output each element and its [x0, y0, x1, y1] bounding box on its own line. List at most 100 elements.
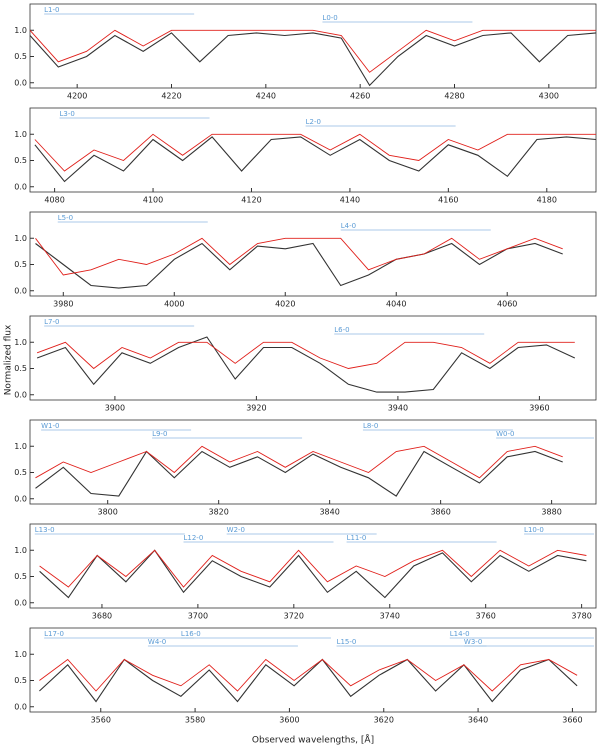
x-tick-label: 3560	[91, 716, 111, 725]
spectrum-line	[34, 133, 596, 172]
spectrum-line	[35, 237, 563, 276]
x-tick-label: 3860	[430, 508, 450, 517]
x-tick-label: 3900	[105, 404, 125, 413]
spectrum-line	[35, 450, 563, 497]
x-tick-label: 3660	[562, 716, 582, 725]
band-label: L5-0	[58, 214, 73, 222]
x-tick-label: 3780	[571, 612, 591, 621]
y-tick-label: 0.5	[14, 468, 27, 477]
band-label: L3-0	[60, 110, 75, 118]
x-tick-label: 3960	[529, 404, 549, 413]
plot-frame	[29, 419, 597, 505]
x-tick-label: 4180	[537, 196, 557, 205]
band-label: L14-0	[450, 630, 470, 638]
plot-frame	[29, 211, 597, 297]
spectrum-line	[35, 445, 563, 479]
spectrum-line	[35, 242, 563, 289]
x-tick-label: 4120	[241, 196, 261, 205]
band-label: W0-0	[496, 430, 514, 438]
y-tick-label: 1.0	[14, 26, 27, 35]
band-label: L10-0	[524, 526, 544, 534]
band-label: L7-0	[44, 318, 59, 326]
x-tick-label: 3720	[284, 612, 304, 621]
x-tick-label: 3820	[208, 508, 228, 517]
spectrum-line	[29, 29, 596, 73]
y-tick-label: 0.0	[14, 286, 27, 295]
spectrum-line	[34, 136, 597, 183]
y-tick-label: 1.0	[14, 442, 27, 451]
spectrum-line	[39, 549, 587, 588]
band-label: L8-0	[363, 422, 378, 430]
y-tick-label: 0.5	[14, 572, 27, 581]
y-tick-label: 0.0	[14, 702, 27, 711]
spectrum-line	[36, 341, 575, 370]
plot-frame	[29, 523, 597, 609]
x-tick-label: 3840	[319, 508, 339, 517]
x-tick-label: 3640	[468, 716, 488, 725]
band-label: L9-0	[152, 430, 167, 438]
plot-frame	[29, 3, 597, 89]
x-tick-label: 3940	[388, 404, 408, 413]
x-tick-label: 4280	[444, 92, 464, 101]
x-tick-label: 3580	[185, 716, 205, 725]
y-tick-label: 1.0	[14, 130, 27, 139]
band-label: W1-0	[41, 422, 59, 430]
x-tick-label: 4000	[164, 300, 184, 309]
y-tick-label: 0.0	[14, 598, 27, 607]
y-tick-label: 0.0	[14, 494, 27, 503]
x-tick-label: 3740	[380, 612, 400, 621]
plot-frame	[29, 315, 597, 401]
x-tick-label: 4060	[497, 300, 517, 309]
y-tick-label: 0.5	[14, 52, 27, 61]
x-tick-label: 4300	[539, 92, 559, 101]
x-tick-label: 4100	[143, 196, 163, 205]
y-tick-label: 0.5	[14, 156, 27, 165]
spectrum-line	[39, 549, 587, 599]
band-label: W2-0	[227, 526, 245, 534]
x-tick-label: 4200	[67, 92, 87, 101]
band-label: L12-0	[183, 534, 203, 542]
y-tick-label: 0.0	[14, 390, 27, 399]
x-tick-label: 4040	[386, 300, 406, 309]
y-axis-label: Normalized flux	[4, 324, 14, 395]
band-label: L1-0	[44, 6, 59, 14]
plot-frame	[29, 627, 597, 713]
x-tick-label: 4160	[438, 196, 458, 205]
x-tick-label: 4240	[256, 92, 276, 101]
x-tick-label: 3700	[188, 612, 208, 621]
x-tick-label: 3760	[475, 612, 495, 621]
band-label: L4-0	[341, 222, 356, 230]
band-label: L13-0	[35, 526, 55, 534]
y-tick-label: 0.5	[14, 676, 27, 685]
band-label: W3-0	[464, 638, 482, 646]
y-tick-label: 0.0	[14, 78, 27, 87]
y-tick-label: 0.0	[14, 182, 27, 191]
band-label: L17-0	[44, 630, 64, 638]
x-tick-label: 4020	[275, 300, 295, 309]
x-axis-label: Observed wavelengths, [Å]	[252, 734, 374, 746]
y-tick-label: 1.0	[14, 546, 27, 555]
x-tick-label: 3980	[53, 300, 73, 309]
x-tick-label: 3800	[98, 508, 118, 517]
plot-frame	[29, 107, 597, 193]
y-tick-label: 0.5	[14, 364, 27, 373]
band-label: L2-0	[306, 118, 321, 126]
x-tick-label: 3880	[541, 508, 561, 517]
band-label: L11-0	[347, 534, 367, 542]
spectrum-line	[36, 336, 576, 393]
band-label: L16-0	[181, 630, 201, 638]
band-label: L0-0	[322, 14, 337, 22]
spectrum-line	[39, 658, 578, 692]
y-tick-label: 0.5	[14, 260, 27, 269]
x-tick-label: 4080	[44, 196, 64, 205]
x-tick-label: 3680	[92, 612, 112, 621]
y-tick-label: 1.0	[14, 234, 27, 243]
y-tick-label: 1.0	[14, 650, 27, 659]
y-tick-label: 1.0	[14, 338, 27, 347]
x-tick-label: 4260	[350, 92, 370, 101]
x-tick-label: 4140	[340, 196, 360, 205]
x-tick-label: 4220	[161, 92, 181, 101]
band-label: L6-0	[334, 326, 349, 334]
x-tick-label: 3920	[246, 404, 266, 413]
